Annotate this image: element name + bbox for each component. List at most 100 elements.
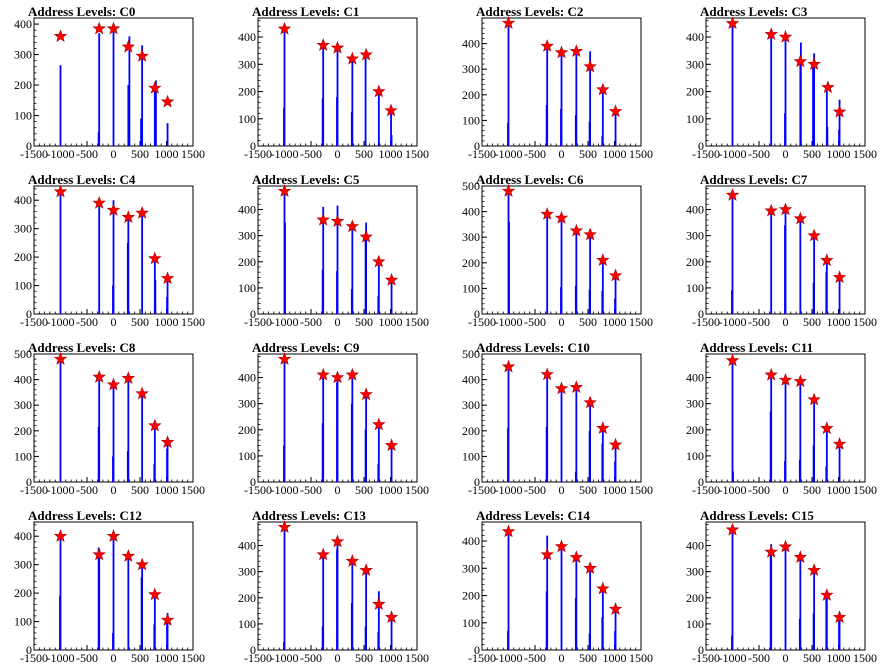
bar [283,27,286,147]
y-tick-label: 200 [14,586,32,600]
y-tick-label: 0 [698,307,704,321]
peak-marker [359,387,373,401]
y-tick-label: 400 [462,37,480,51]
bar [731,635,733,650]
peak-marker [807,57,821,71]
bar [390,135,393,146]
bar [166,448,168,482]
x-tick-label: 500 [131,147,149,161]
x-tick-label: 1000 [155,483,179,497]
bar [350,289,353,314]
bar [166,296,168,314]
chart-title: Address Levels: C4 [28,172,136,187]
y-tick-label: 100 [14,109,32,123]
y-tick-label: 0 [698,475,704,489]
bar [508,221,510,314]
bar [731,528,734,650]
bar [784,113,786,146]
x-tick-label: 1000 [827,651,851,665]
y-tick-label: 200 [686,255,704,269]
peak-marker [501,184,516,197]
x-tick-label: 1500 [629,315,653,329]
bar [126,242,129,314]
chart-plot: 0 100 200 300 400 -1500-1000 -500 0 500 1000 1500 [686,16,877,161]
y-tick-label: 300 [238,565,256,579]
y-tick-label: 400 [462,534,480,548]
peak-marker [583,59,597,73]
y-tick-label: 300 [14,398,32,412]
chart-panel: Address Levels: C8 0 100 200 300 400 500 -1500-… [0,336,224,504]
x-tick-label: -1000 [47,315,75,329]
bar [321,423,324,482]
bar [589,51,592,146]
x-tick-label: 1000 [155,315,179,329]
y-tick-label: 200 [14,250,32,264]
x-tick-label: 500 [131,483,149,497]
peak-marker [53,184,68,198]
bar [560,287,562,314]
x-tick-label: -1500 [692,651,720,665]
x-tick-label: -1500 [468,315,496,329]
peak-marker [345,51,360,65]
y-tick-label: 0 [698,643,704,657]
chart-panel: Address Levels: C7 0 100 200 300 400 -1500 -100… [672,168,896,336]
y-tick-label: 100 [686,112,704,126]
bar [574,471,577,482]
y-tick-label: 100 [686,617,704,631]
bar [140,118,142,146]
bar [153,464,156,482]
x-tick-label: 1500 [853,147,877,161]
bar [560,216,563,314]
bar [98,33,101,146]
bar [813,233,816,314]
y-tick-label: 0 [474,307,480,321]
bar [59,533,62,650]
peak-marker [53,29,68,42]
peak-marker [345,554,360,567]
chart-panel: Address Levels: C11 0 100 200 300 400 -1500 -10… [672,336,896,504]
x-tick-label: -1000 [719,651,747,665]
y-tick-label: 400 [238,539,256,553]
bar [59,356,62,482]
bar [560,108,562,146]
bar [141,45,144,146]
x-tick-label: -500 [300,147,322,161]
bar [588,633,591,650]
x-tick-label: -1500 [692,315,720,329]
bar [784,378,787,482]
peak-marker [725,353,740,367]
x-tick-label: 0 [783,651,789,665]
y-tick-label: 500 [462,179,480,193]
x-tick-label: -500 [76,315,98,329]
peak-marker [121,371,136,385]
y-tick-label: 400 [462,373,480,387]
peak-marker [160,435,175,449]
y-tick-label: 300 [14,222,32,236]
peak-marker [372,84,386,98]
x-tick-label: 500 [803,147,821,161]
chart-plot: 0 100 200 300 400 -1500-1000 -500 0 500 1000 1500 [462,16,653,161]
peak-marker [832,270,847,284]
x-tick-label: 500 [579,147,597,161]
x-tick-label: -1500 [20,651,48,665]
peak-marker [372,254,386,268]
bar [390,280,393,314]
peak-marker [148,251,162,265]
x-tick-label: -1000 [719,147,747,161]
bar [825,429,828,482]
peak-marker [569,380,584,393]
bar [284,222,286,314]
bar [601,290,604,314]
y-tick-label: 300 [686,565,704,579]
bar [507,20,510,147]
bar [283,357,286,482]
bar [838,444,841,482]
peak-marker [148,81,162,94]
y-tick-label: 100 [14,615,32,629]
chart-plot: 0 100 200 300 400 -1500-1000 -500 0 500 1000 1500 [14,521,205,665]
y-tick-label: 400 [14,529,32,543]
bar [321,269,324,314]
chart-title: Address Levels: C11 [700,340,814,355]
bar [365,569,368,650]
peak-marker [608,602,623,615]
